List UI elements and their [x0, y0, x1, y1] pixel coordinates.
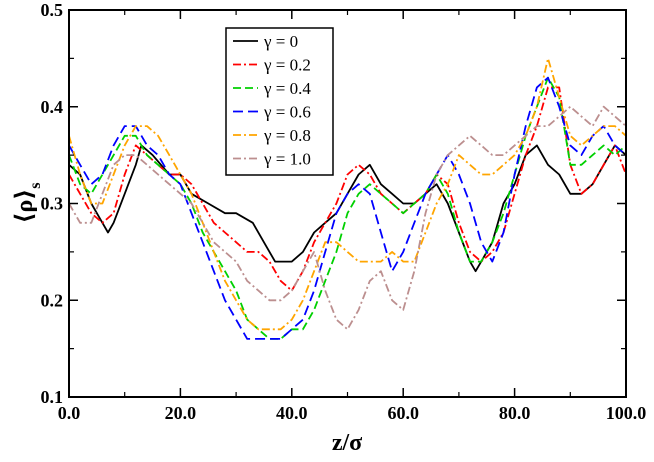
x-tick-label: 20.0 [165, 403, 197, 423]
series-line [69, 105, 626, 331]
y-tick-label: 0.5 [41, 0, 64, 20]
series-line [69, 76, 626, 340]
axis-ticks: 0.0 20.0 40.0 60.0 80.0 100.0 0.1 0.2 0.3 0.4 0.5 [41, 0, 647, 423]
legend: γ = 0 γ = 0.2 γ = 0.4 γ = 0.6 γ = 0.8 γ = 1.0 [225, 27, 334, 176]
y-tick-label: 0.2 [41, 290, 64, 310]
legend-label: γ = 0.6 [263, 103, 311, 122]
series-line [69, 76, 626, 340]
series-line [69, 86, 626, 292]
legend-label: γ = 0.8 [263, 126, 311, 145]
y-tick-label: 0.1 [41, 387, 64, 407]
x-tick-label: 100.0 [606, 403, 647, 423]
y-axis-label: ⟨ρ⟩s [12, 182, 44, 223]
plot-frame [68, 9, 627, 398]
legend-label: γ = 0 [263, 32, 298, 51]
series-layer [69, 57, 626, 340]
x-axis-label: z/σ [332, 430, 362, 456]
legend-label: γ = 0.4 [263, 79, 311, 98]
series-line [69, 57, 626, 331]
x-tick-label: 0.0 [58, 403, 81, 423]
y-tick-label: 0.3 [41, 194, 64, 214]
x-tick-label: 60.0 [387, 403, 419, 423]
x-tick-label: 40.0 [276, 403, 308, 423]
legend-label: γ = 0.2 [263, 56, 311, 75]
legend-box [225, 27, 334, 176]
x-tick-label: 80.0 [499, 403, 531, 423]
y-axis-label-subscript: s [27, 182, 44, 188]
y-tick-label: 0.4 [41, 97, 64, 117]
y-axis-label-main: ⟨ρ⟩ [12, 189, 38, 224]
legend-label: γ = 1.0 [263, 150, 311, 169]
series-line [69, 144, 626, 273]
